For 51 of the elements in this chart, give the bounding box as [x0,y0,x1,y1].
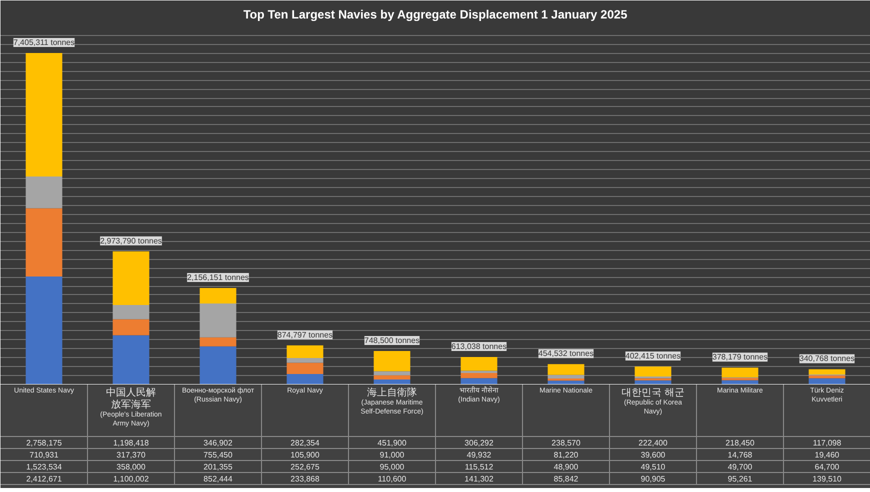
data-label: 252,675 [290,462,320,472]
data-label: 233,868 [290,474,320,484]
data-label: 222,400 [638,438,668,448]
data-label: 19,460 [814,450,840,460]
data-label: 755,450 [204,450,234,460]
data-label: 218,450 [726,438,756,448]
data-label: 710,931 [30,450,60,460]
data-label: 317,370 [116,450,146,460]
data-label: 105,900 [290,450,320,460]
data-label: 49,510 [640,462,666,472]
data-label: 282,354 [290,438,320,448]
total-label: 2,156,151 tonnes [187,272,249,282]
data-label: 95,261 [728,474,753,484]
data-label: 117,098 [812,438,842,448]
total-label: 2,973,790 tonnes [100,236,162,246]
data-label: 201,355 [204,462,234,472]
total-label: 7,405,311 tonnes [13,38,75,48]
data-label: 1,198,418 [113,438,150,448]
data-label: 358,000 [116,462,146,472]
chart-title: Top Ten Largest Navies by Aggregate Displacement 1 January 2025 [243,8,628,22]
data-label: 238,570 [552,438,582,448]
data-label: 2,412,671 [26,474,62,484]
total-label: 340,768 tonnes [799,354,855,364]
data-label: 141,302 [464,474,494,484]
data-label: 1,100,002 [113,474,150,484]
data-label: 1,523,534 [26,462,62,472]
total-label: 454,532 tonnes [538,349,594,358]
data-label: 90,905 [640,474,666,484]
data-label: 2,758,175 [26,438,62,448]
data-label: 91,000 [380,450,405,460]
data-label: 49,932 [466,450,492,460]
data-label: 852,444 [204,474,234,484]
data-label: 346,902 [204,438,234,448]
total-label: 748,500 tonnes [364,336,420,345]
data-label: 110,600 [378,474,407,484]
data-label: 115,512 [464,462,494,472]
data-label: 95,000 [380,462,405,472]
data-label: 85,842 [554,474,579,484]
data-label: 139,510 [812,474,842,484]
total-label: 402,415 tonnes [625,351,681,360]
data-label: 48,900 [554,462,579,472]
data-label: 39,600 [640,450,666,460]
total-label: 378,179 tonnes [712,352,768,362]
data-label: 64,700 [814,462,840,472]
data-label: 451,900 [378,438,408,448]
total-label: 613,038 tonnes [451,342,507,352]
data-label: 49,700 [728,462,753,472]
data-label: 306,292 [464,438,494,448]
total-label: 874,797 tonnes [277,330,333,340]
data-label: 14,768 [728,450,753,460]
data-label: 81,220 [554,450,579,460]
